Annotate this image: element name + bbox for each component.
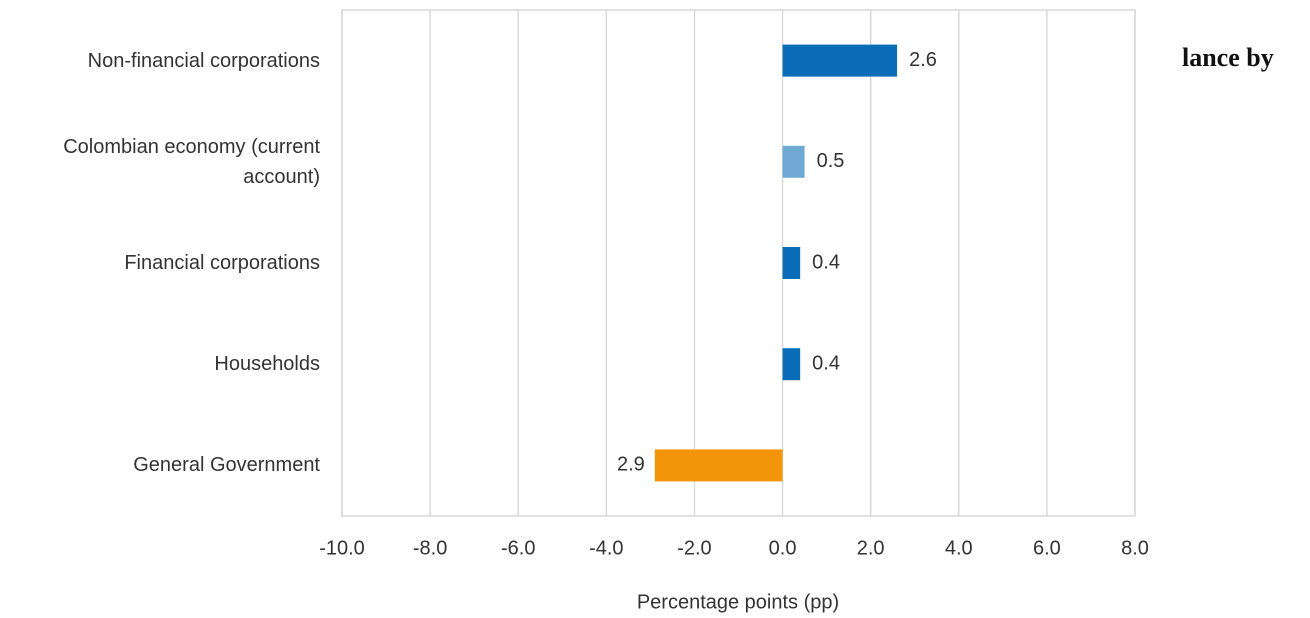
- x-tick-label: 6.0: [1033, 537, 1061, 559]
- category-label: Colombian economy (current account): [63, 135, 320, 188]
- value-label: 0.4: [812, 251, 840, 273]
- value-label: 0.4: [812, 352, 840, 374]
- x-tick-label: 4.0: [945, 537, 973, 559]
- x-tick-label: 0.0: [769, 537, 797, 559]
- bar: [654, 449, 783, 482]
- title-fragment: lance by: [1182, 43, 1274, 72]
- bar: [782, 247, 801, 279]
- bar: [782, 348, 801, 381]
- value-label: 2.6: [909, 49, 937, 71]
- bar: [782, 145, 805, 178]
- x-axis-title: Percentage points (pp): [637, 591, 839, 613]
- category-label: Households: [214, 353, 320, 376]
- x-tick-label: -4.0: [589, 537, 623, 559]
- category-label: General Government: [133, 454, 320, 477]
- x-tick-label: 8.0: [1121, 537, 1149, 559]
- category-label: Non-financial corporations: [87, 49, 320, 72]
- x-tick-label: -8.0: [413, 537, 447, 559]
- x-tick-label: -6.0: [501, 537, 535, 559]
- x-tick-label: -2.0: [677, 537, 711, 559]
- category-label: Financial corporations: [124, 252, 320, 274]
- value-label: 2.9: [617, 454, 645, 476]
- bar: [782, 44, 898, 77]
- x-tick-label: -10.0: [319, 537, 365, 559]
- x-tick-label: 2.0: [857, 537, 885, 559]
- plot-frame: [341, 9, 1136, 517]
- value-label: 0.5: [817, 150, 845, 172]
